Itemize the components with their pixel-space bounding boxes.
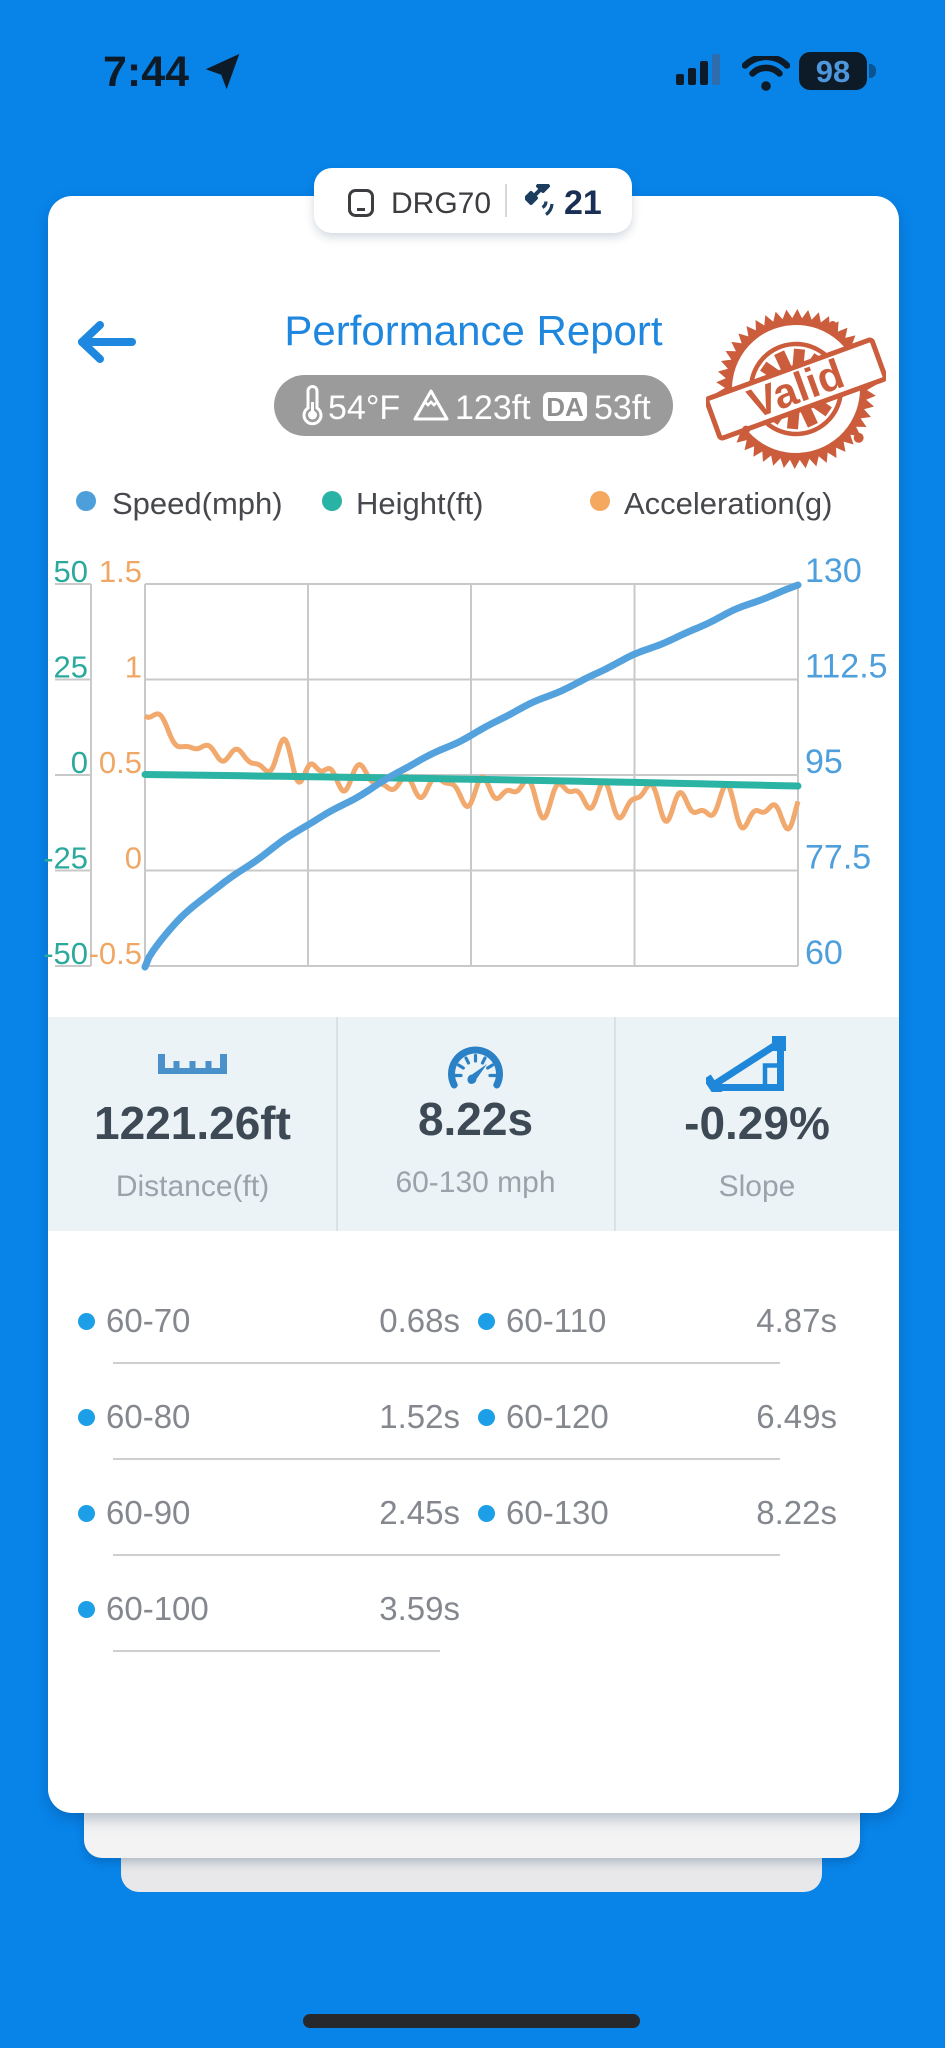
svg-text:95: 95 <box>805 743 843 781</box>
svg-text:50: 50 <box>54 554 88 589</box>
svg-text:0: 0 <box>125 841 142 876</box>
svg-text:1: 1 <box>125 650 142 685</box>
svg-text:112.5: 112.5 <box>805 648 888 686</box>
svg-text:0.5: 0.5 <box>99 745 142 780</box>
svg-text:-0.5: -0.5 <box>89 936 142 971</box>
svg-text:-50: -50 <box>43 936 88 971</box>
svg-text:130: 130 <box>805 552 862 590</box>
svg-text:77.5: 77.5 <box>805 839 871 877</box>
svg-text:25: 25 <box>54 650 88 685</box>
svg-text:-25: -25 <box>43 841 88 876</box>
svg-text:1.5: 1.5 <box>99 554 142 589</box>
svg-text:60: 60 <box>805 934 843 972</box>
svg-text:0: 0 <box>71 745 88 780</box>
